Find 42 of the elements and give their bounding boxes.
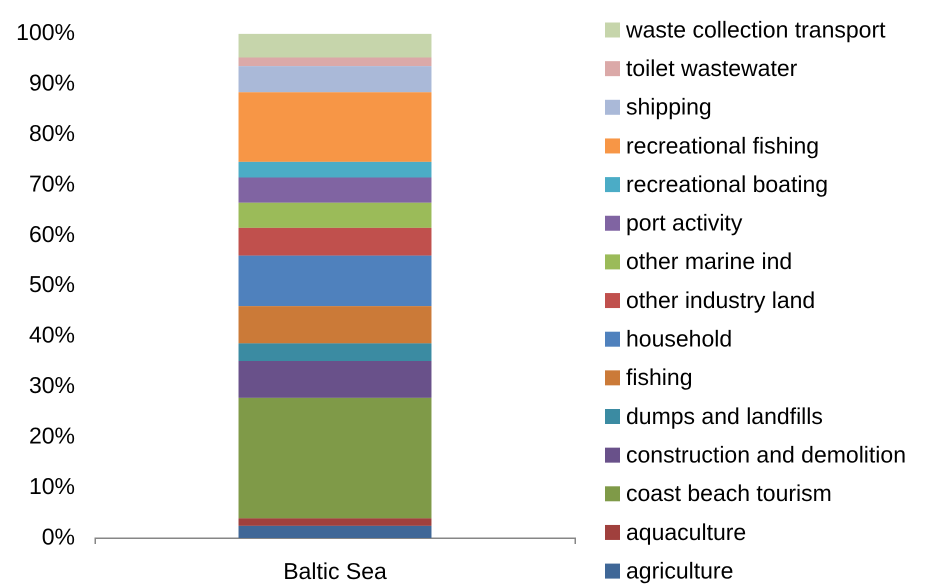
y-tick-label: 40% xyxy=(28,322,75,348)
bar xyxy=(238,361,432,398)
bar xyxy=(238,92,432,162)
bar xyxy=(238,398,432,518)
bar xyxy=(238,58,432,66)
legend-label: recreational fishing xyxy=(626,132,820,158)
y-tick-label: 0% xyxy=(42,523,75,550)
bar xyxy=(238,177,432,203)
bar xyxy=(238,202,432,228)
legend-label: coast beach tourism xyxy=(626,480,832,506)
legend-label: construction and demolition xyxy=(626,441,906,468)
y-tick-label: 20% xyxy=(28,422,75,449)
bar xyxy=(238,343,432,362)
bar xyxy=(238,66,432,92)
legend-label: shipping xyxy=(626,94,712,120)
x-tick-label: Baltic Sea xyxy=(283,558,387,584)
legend-label: other industry land xyxy=(626,286,816,313)
y-tick-label: 90% xyxy=(28,70,75,96)
y-tick-label: 80% xyxy=(28,120,75,146)
y-tick-label: 100% xyxy=(16,19,75,46)
legend-label: port activity xyxy=(626,210,743,236)
legend-label: toilet wastewater xyxy=(626,54,798,81)
legend-label: dumps and landfills xyxy=(626,402,823,429)
legend-label: waste collection transport xyxy=(625,16,886,42)
y-tick-label: 60% xyxy=(28,220,75,247)
bar xyxy=(238,34,432,58)
legend-label: household xyxy=(626,326,732,352)
y-tick-label: 10% xyxy=(28,472,75,499)
bar xyxy=(238,228,432,256)
bar xyxy=(238,518,432,526)
y-tick-label: 70% xyxy=(28,170,75,196)
legend-label: fishing xyxy=(626,364,692,390)
y-tick-label: 50% xyxy=(28,271,75,298)
bar xyxy=(238,306,432,344)
legend-label: recreational boating xyxy=(626,170,828,197)
y-tick-label: 30% xyxy=(28,372,75,398)
bar xyxy=(238,162,432,178)
legend-label: agriculture xyxy=(626,557,734,584)
bar xyxy=(238,526,432,538)
legend-label: other marine ind xyxy=(626,248,792,274)
legend-label: aquaculture xyxy=(626,518,746,545)
bar xyxy=(238,256,432,306)
